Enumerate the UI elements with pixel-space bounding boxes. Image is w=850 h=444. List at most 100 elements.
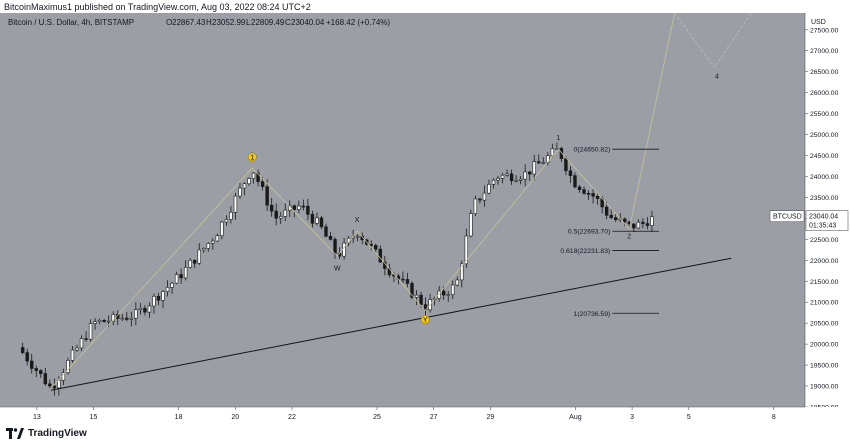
candle-down [401,278,405,281]
candle-up [97,320,102,323]
price-axis[interactable]: 18500.0019000.0019500.0020000.0020500.00… [804,13,850,412]
candle-down [410,283,414,298]
candle-down [559,148,564,159]
candle-down [30,360,34,369]
candle-down [125,317,129,320]
candle-up [297,205,301,210]
time-axis-background [0,407,850,425]
candle-down [265,186,269,206]
candle-down [269,204,274,212]
wave-label: Y [423,317,428,324]
candle-up [238,187,242,197]
wave-label: 1 [556,135,560,142]
wave-label: 4 [715,73,719,80]
candle-down [582,189,586,194]
support-trendline [50,257,732,391]
time-axis[interactable]: 13 15 18 20 22 25 27 29 Aug 3 5 8 [0,406,850,425]
wave-label-circle [247,152,257,162]
candle-down [193,259,197,264]
candle-up [355,235,360,238]
candle-down [591,193,595,197]
open-value: 22867.43 [172,18,206,27]
chart-area[interactable]: 0(24650.82) 0.5(22693.70) 0.618(22231.83) 1… [0,1,850,425]
time-tick-label: 3 [630,414,634,421]
candle-up [138,307,143,311]
price-tick-label: 25000.00 [810,132,839,139]
price-tick-label: 26000.00 [810,90,839,97]
time-tick-label: 20 [231,414,239,421]
candle-down [573,175,577,188]
candle-up [224,219,229,223]
close-value: 23040.04 [291,18,325,27]
candle-up [220,221,224,236]
price-chart[interactable]: 0(24650.82) 0.5(22693.70) 0.618(22231.83) 1… [0,1,850,425]
candle-up [134,309,138,319]
candle-up [469,213,473,237]
candle-up [229,211,233,220]
candle-down [48,383,52,387]
overlays-layer: 0(24650.82) 0.5(22693.70) 0.618(22231.83) 1… [50,1,752,391]
price-tick-label: 22500.00 [810,237,839,244]
time-tick-label: 15 [90,414,98,421]
candle-down [564,158,568,172]
candle-down [378,248,383,263]
candle-up [514,180,518,182]
candle-up [487,184,491,194]
candle-up [93,321,97,324]
candle-up [165,287,170,292]
symbol-badge [769,210,805,222]
candle-down [632,223,636,229]
price-tick-label: 24500.00 [810,153,839,160]
candle-up [500,174,505,179]
candle-down [306,205,310,215]
price-tick-label: 25500.00 [810,111,839,118]
candle-down [156,296,161,301]
symbol-legend: Bitcoin / U.S. Dollar, 4h, BITSTAMP O 22… [8,18,390,27]
candle-up [251,172,256,179]
candle-up [496,178,500,181]
candle-up [464,235,469,265]
candle-up [75,347,79,351]
candle-up [532,161,536,175]
candle-down [614,217,618,220]
candle-down [274,210,278,219]
tradingview-footer[interactable]: TradingView [6,428,87,439]
plot-background [0,13,805,407]
candle-up [505,173,509,176]
candle-down [292,205,297,210]
candle-down [328,235,333,240]
wave-label: X [355,217,360,224]
price-tick-label: 19000.00 [810,384,839,391]
time-tick-label: 18 [175,414,183,421]
candle-up [111,314,115,322]
candle-up [120,317,124,320]
published-caption: BitcoinMaximus1 published on TradingView… [4,2,311,12]
candle-up [518,178,523,181]
candle-up [211,240,215,244]
candle-up [183,266,188,279]
candle-down [310,213,315,224]
last-price-badge [805,210,849,231]
bar-countdown: 01:35:43 [809,223,836,230]
candle-down [509,173,514,182]
candle-up [451,284,455,295]
price-tick-label: 24000.00 [810,174,839,181]
candle-up [170,282,174,288]
tradingview-brand: TradingView [28,428,87,439]
candle-up [197,249,201,264]
candle-down [609,214,613,218]
candle-down [577,186,582,190]
price-tick-label: 22000.00 [810,258,839,265]
price-tick-label: 19500.00 [810,363,839,370]
candle-down [478,198,482,201]
candle-up [147,305,152,313]
candle-down [595,195,600,199]
candles-layer [20,142,654,396]
candle-down [301,205,306,208]
price-axis-background [805,13,850,407]
price-tick-label: 21500.00 [810,279,839,286]
symbol-title: Bitcoin / U.S. Dollar, 4h, BITSTAMP [8,18,134,27]
candle-down [537,161,541,164]
price-tick-label: 27000.00 [810,48,839,55]
fib-level-label: 0.5(22693.70) [568,229,610,236]
